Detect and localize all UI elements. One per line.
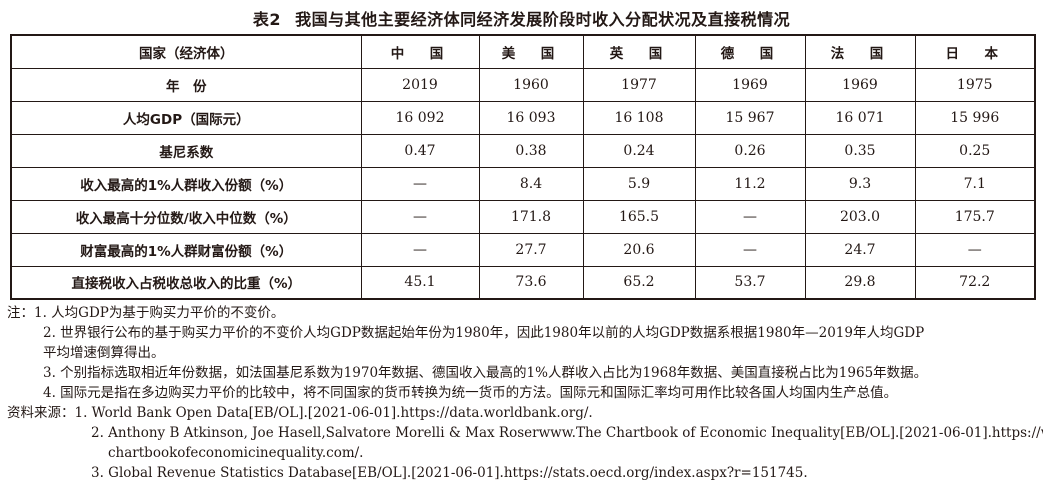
table-cell: 0.24 <box>582 133 696 168</box>
table-cell: 171.8 <box>478 199 584 234</box>
column-header-france: 法 国 <box>804 34 916 69</box>
table-cell: 72.2 <box>914 265 1036 300</box>
table-cell: 53.7 <box>694 265 806 300</box>
header-row: 国家（经济体） 中 国 美 国 英 国 德 国 法 国 日 本 <box>10 34 1036 69</box>
table-cell: 1969 <box>694 67 806 102</box>
source-1: 资料来源：1. World Bank Open Data[EB/OL].[202… <box>7 405 593 421</box>
table-cell: 29.8 <box>804 265 916 300</box>
note-2-continued: 平均增速倒算得出。 <box>43 345 165 361</box>
table-cell: 7.1 <box>914 166 1036 201</box>
row-label: 直接税收入占税收总收入的比重（%） <box>10 265 362 300</box>
table-cell: 2019 <box>360 67 480 102</box>
table-row: 收入最高的1%人群收入份额（%） — 8.4 5.9 11.2 9.3 7.1 <box>10 166 1036 201</box>
table-cell: 0.26 <box>694 133 806 168</box>
table-cell: — <box>360 232 480 267</box>
table-number: 表2 <box>252 10 282 29</box>
table-cell: 203.0 <box>804 199 916 234</box>
table-cell: 0.25 <box>914 133 1036 168</box>
table-row: 财富最高的1%人群财富份额（%） — 27.7 20.6 — 24.7 — <box>10 232 1036 267</box>
table-cell: 45.1 <box>360 265 480 300</box>
table-cell: 16 108 <box>582 100 696 135</box>
table-cell: 1975 <box>914 67 1036 102</box>
note-1: 注：1. 人均GDP为基于购买力平价的不变价。 <box>7 305 285 321</box>
table-cell: 65.2 <box>582 265 696 300</box>
table-cell: — <box>694 199 806 234</box>
table-cell: — <box>914 232 1036 267</box>
source-3: 3. Global Revenue Statistics Database[EB… <box>91 465 808 481</box>
table-cell: 1969 <box>804 67 916 102</box>
table-cell: 9.3 <box>804 166 916 201</box>
table-title-text: 我国与其他主要经济体同经济发展阶段时收入分配状况及直接税情况 <box>295 10 791 29</box>
row-label: 基尼系数 <box>10 133 362 168</box>
table-cell: 15 996 <box>914 100 1036 135</box>
table-cell: 11.2 <box>694 166 806 201</box>
table-row: 基尼系数 0.47 0.38 0.24 0.26 0.35 0.25 <box>10 133 1036 168</box>
row-label: 人均GDP（国际元） <box>10 100 362 135</box>
table-cell: 16 071 <box>804 100 916 135</box>
column-header-china: 中 国 <box>360 34 480 69</box>
column-header-japan: 日 本 <box>914 34 1036 69</box>
row-label: 财富最高的1%人群财富份额（%） <box>10 232 362 267</box>
table-row: 人均GDP（国际元） 16 092 16 093 16 108 15 967 1… <box>10 100 1036 135</box>
note-2: 2. 世界银行公布的基于购买力平价的不变价人均GDP数据起始年份为1980年，因… <box>43 325 925 341</box>
table-cell: 0.38 <box>478 133 584 168</box>
row-label: 收入最高十分位数/收入中位数（%） <box>10 199 362 234</box>
table-cell: — <box>360 199 480 234</box>
table-cell: 1977 <box>582 67 696 102</box>
header-label: 国家（经济体） <box>10 34 362 69</box>
column-header-uk: 英 国 <box>582 34 696 69</box>
table-cell: 175.7 <box>914 199 1036 234</box>
column-header-usa: 美 国 <box>478 34 584 69</box>
table-cell: 165.5 <box>582 199 696 234</box>
table-cell: 27.7 <box>478 232 584 267</box>
table-cell: 24.7 <box>804 232 916 267</box>
note-3: 3. 个别指标选取相近年份数据，如法国基尼系数为1970年数据、德国收入最高的1… <box>43 365 928 381</box>
table-row: 年 份 2019 1960 1977 1969 1969 1975 <box>10 67 1036 102</box>
source-2-continued: chartbookofeconomicinequality.com/. <box>108 445 364 461</box>
table-cell: 73.6 <box>478 265 584 300</box>
table-cell: 16 092 <box>360 100 480 135</box>
table-cell: — <box>360 166 480 201</box>
table-row: 收入最高十分位数/收入中位数（%） — 171.8 165.5 — 203.0 … <box>10 199 1036 234</box>
table-cell: 8.4 <box>478 166 584 201</box>
table-cell: 15 967 <box>694 100 806 135</box>
data-table: 国家（经济体） 中 国 美 国 英 国 德 国 法 国 日 本 年 份 2019… <box>10 34 1036 300</box>
table-row: 直接税收入占税收总收入的比重（%） 45.1 73.6 65.2 53.7 29… <box>10 265 1036 300</box>
note-4: 4. 国际元是指在多边购买力平价的比较中，将不同国家的货币转换为统一货币的方法。… <box>43 385 898 401</box>
table-cell: 5.9 <box>582 166 696 201</box>
table-cell: 20.6 <box>582 232 696 267</box>
column-header-germany: 德 国 <box>694 34 806 69</box>
notes-section: 注：1. 人均GDP为基于购买力平价的不变价。 2. 世界银行公布的基于购买力平… <box>7 303 1043 483</box>
table-cell: 1960 <box>478 67 584 102</box>
source-2: 2. Anthony B Atkinson, Joe Hasell,Salvat… <box>91 425 1043 441</box>
table-cell: 16 093 <box>478 100 584 135</box>
table-cell: 0.35 <box>804 133 916 168</box>
table-title: 表2 我国与其他主要经济体同经济发展阶段时收入分配状况及直接税情况 <box>0 6 1043 30</box>
table-cell: 0.47 <box>360 133 480 168</box>
row-label: 收入最高的1%人群收入份额（%） <box>10 166 362 201</box>
table-cell: — <box>694 232 806 267</box>
row-label: 年 份 <box>10 67 362 102</box>
